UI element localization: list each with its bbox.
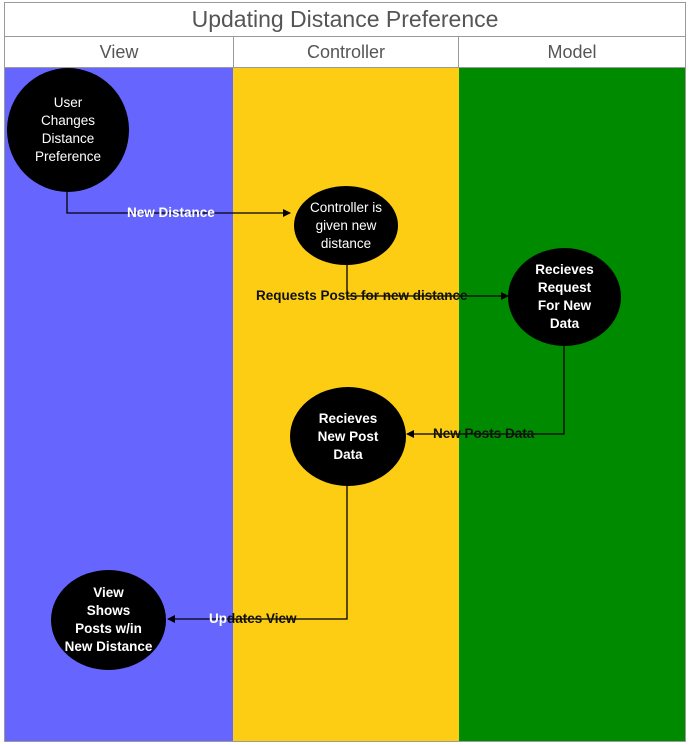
node-user-changes: User Changes Distance Preference (7, 68, 129, 192)
diagram-title: Updating Distance Preference (5, 3, 685, 37)
lane-header-model: Model (459, 37, 685, 68)
lane-model (459, 68, 685, 741)
edge-new-distance (66, 192, 291, 217)
lane-header-view: View (5, 37, 234, 68)
edge-label-new-posts-data: New Posts Data (433, 426, 535, 441)
edge-label-requests-posts: Requests Posts for new distance (256, 288, 468, 303)
edge-label-updates-view-part1: Up (209, 611, 227, 626)
lane-header-controller: Controller (234, 37, 459, 68)
edge-label-updates-view-part2: dates View (227, 611, 297, 626)
edge-label-updates-view: Updates View (209, 611, 297, 627)
node-controller-receives: Recieves New Post Data (290, 387, 406, 486)
diagram-frame (4, 2, 686, 742)
node-model-receives: Recieves Request For New Data (508, 248, 621, 346)
edge-label-new-distance: New Distance (127, 205, 215, 220)
edge-new-posts-data (406, 345, 565, 438)
node-view-shows: View Shows Posts w/in New Distance (51, 570, 166, 670)
edge-updates-view (167, 486, 348, 623)
node-controller-given: Controller is given new distance (294, 186, 398, 265)
edge-requests-posts (346, 265, 509, 300)
